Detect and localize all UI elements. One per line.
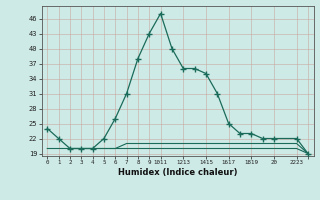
X-axis label: Humidex (Indice chaleur): Humidex (Indice chaleur)	[118, 168, 237, 177]
